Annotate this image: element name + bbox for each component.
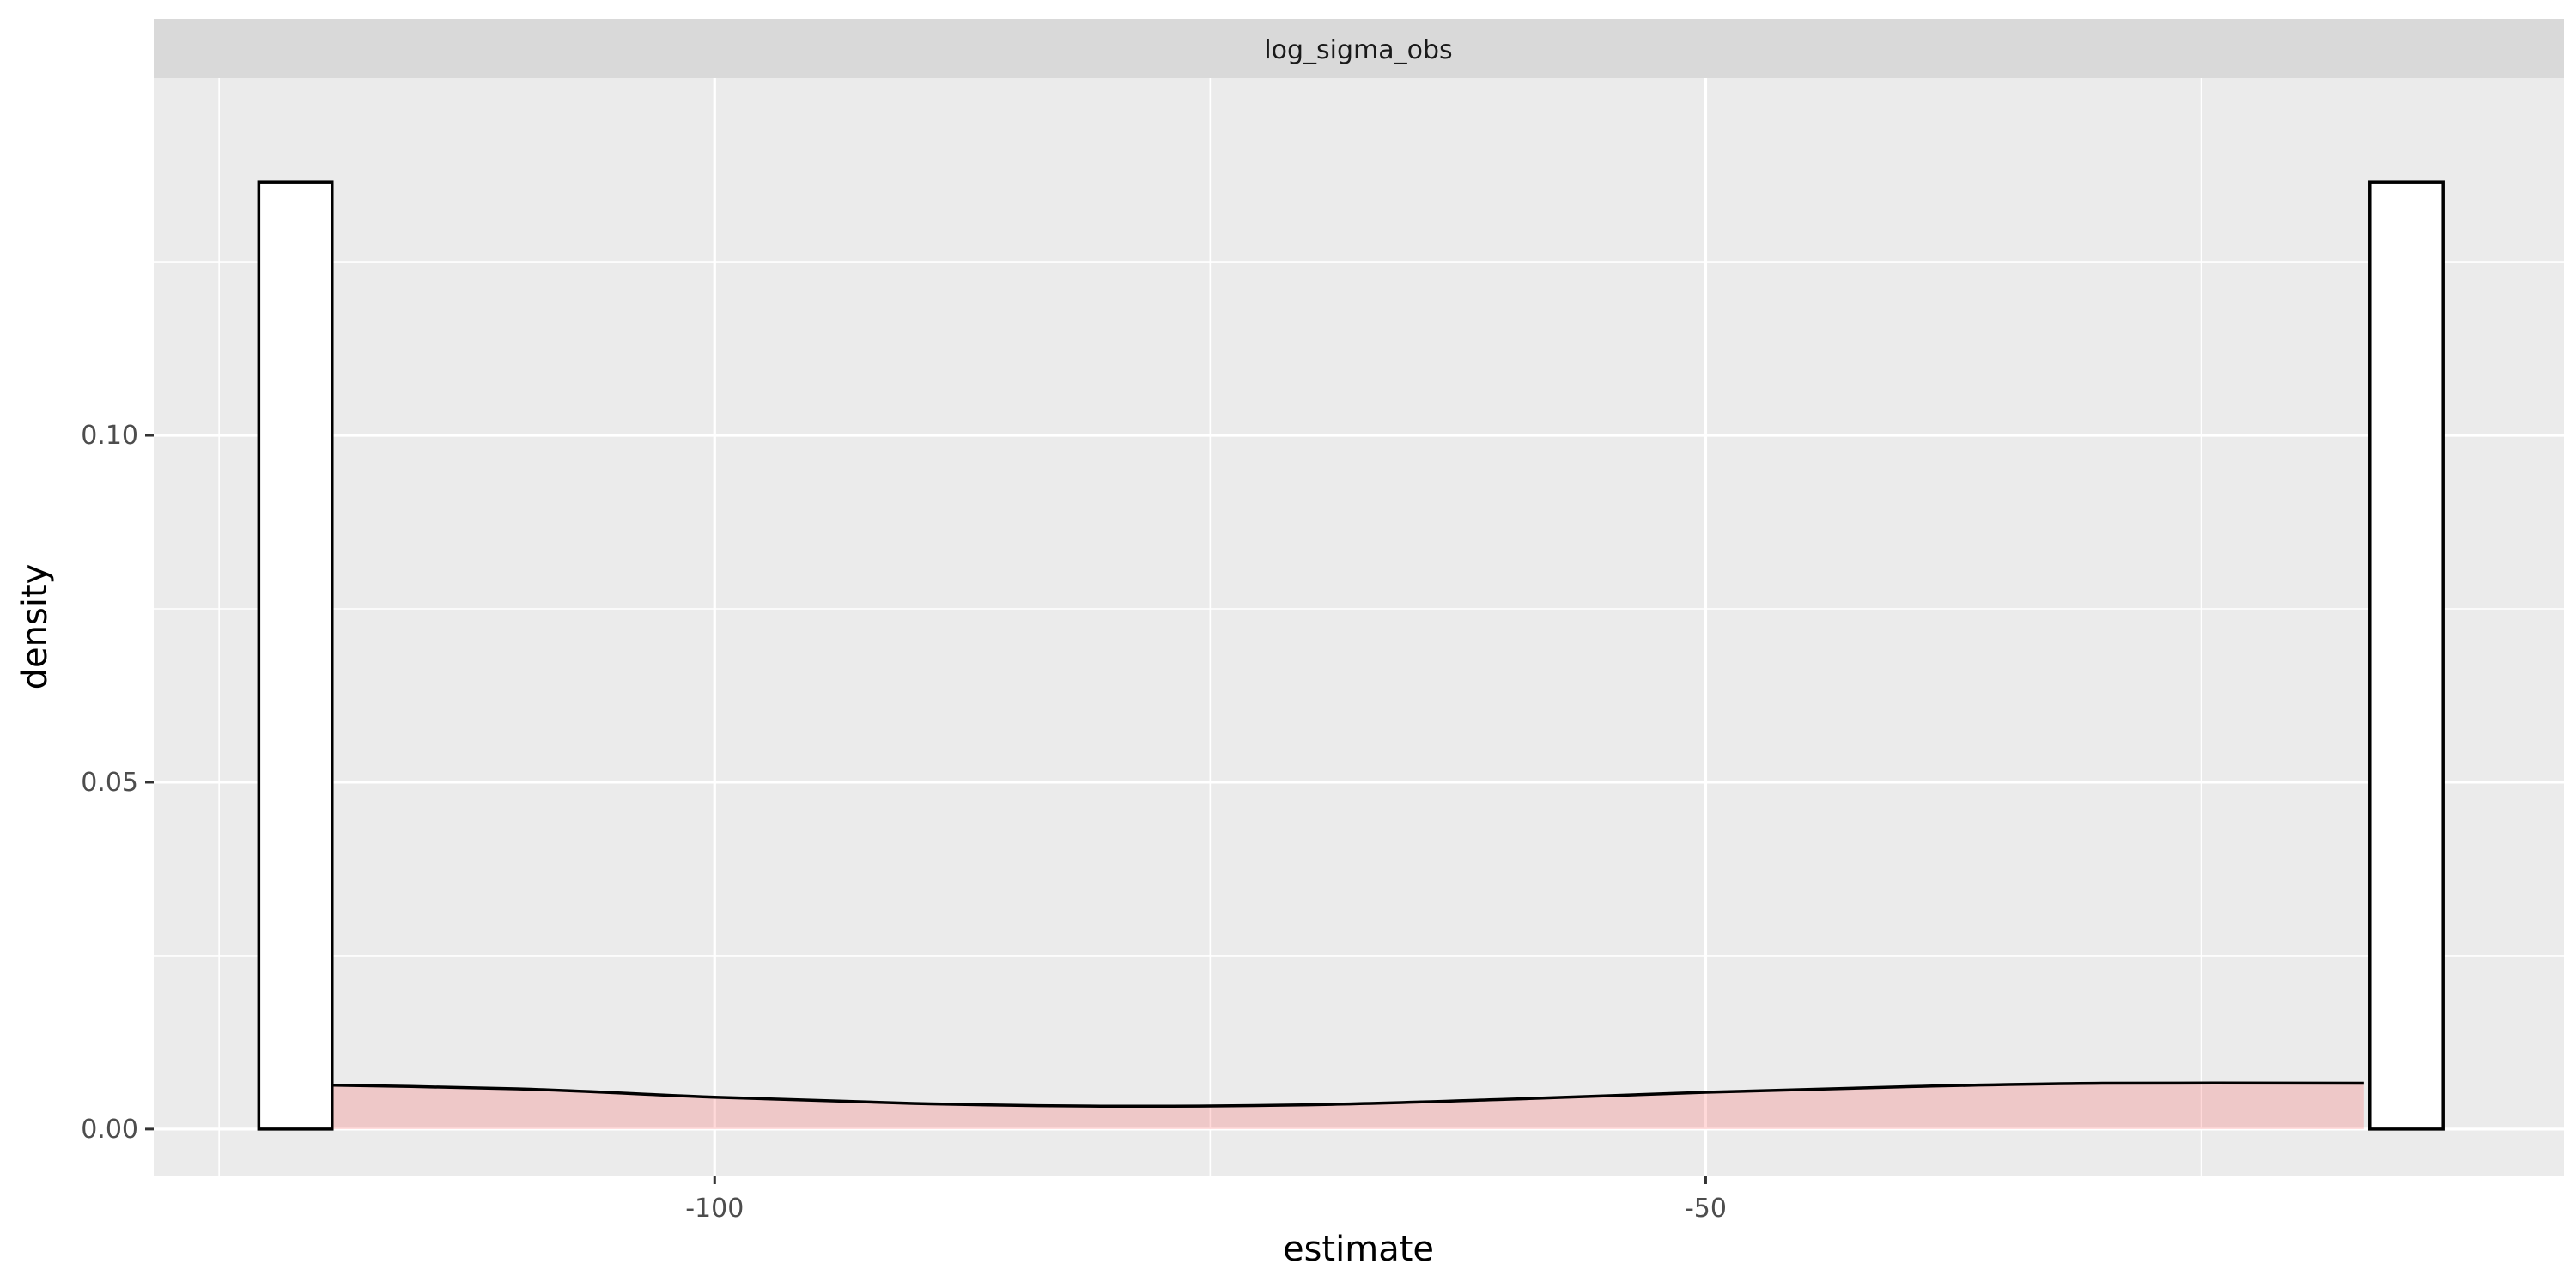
x-axis: -100 -50 xyxy=(685,1176,1727,1224)
x-tick-label-0: -100 xyxy=(685,1194,744,1224)
y-axis-title: density xyxy=(15,564,55,690)
plot-panel xyxy=(154,78,2564,1176)
y-tick-label-2: 0.10 xyxy=(81,421,138,451)
facet-strip-label: log_sigma_obs xyxy=(1264,35,1452,65)
histogram-bar-1 xyxy=(2368,180,2445,1131)
x-tick-label-1: -50 xyxy=(1685,1194,1727,1224)
strip-background xyxy=(154,19,2564,78)
y-tick-label-0: 0.00 xyxy=(81,1115,138,1145)
major-gridlines xyxy=(154,78,2564,1176)
density-layer xyxy=(266,1081,2364,1129)
minor-gridlines xyxy=(154,78,2564,1176)
density-curve xyxy=(266,1081,2364,1109)
histogram-bar-0 xyxy=(257,180,334,1131)
histogram-bars xyxy=(257,180,2445,1131)
y-tick-label-1: 0.05 xyxy=(81,768,138,798)
y-axis: 0.00 0.05 0.10 xyxy=(81,421,154,1145)
x-axis-title: estimate xyxy=(1283,1230,1434,1269)
